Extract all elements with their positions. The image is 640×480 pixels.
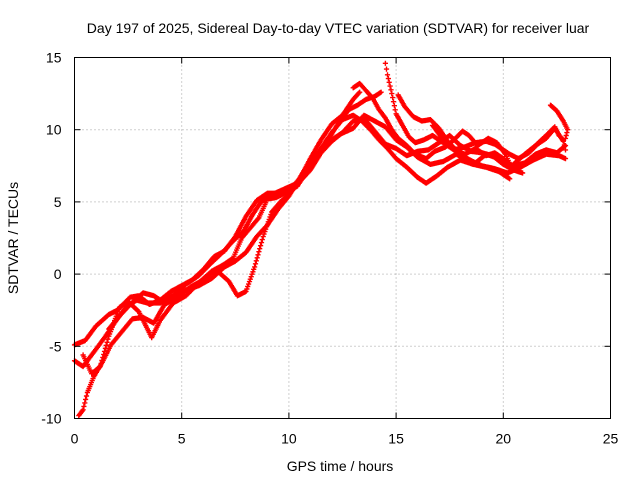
y-tick-label: 0 bbox=[54, 266, 62, 282]
y-tick-label: 15 bbox=[46, 50, 62, 66]
x-tick-label: 0 bbox=[71, 431, 79, 447]
x-tick-label: 5 bbox=[178, 431, 186, 447]
data-series bbox=[547, 102, 571, 141]
x-tick-label: 15 bbox=[388, 431, 404, 447]
y-tick-label: 10 bbox=[46, 122, 62, 138]
y-tick-label: -10 bbox=[41, 411, 61, 427]
plus-marker-trace bbox=[106, 112, 513, 332]
plus-marker-trace bbox=[350, 80, 515, 172]
x-tick-label: 25 bbox=[603, 431, 619, 447]
data-points bbox=[71, 60, 571, 419]
plus-marker-trace bbox=[547, 102, 571, 141]
plot-frame bbox=[74, 57, 611, 419]
x-axis-title: GPS time / hours bbox=[287, 458, 394, 474]
plus-marker-trace bbox=[71, 89, 363, 348]
x-tick-label: 10 bbox=[281, 431, 297, 447]
data-series bbox=[350, 80, 515, 172]
data-series bbox=[71, 89, 363, 348]
data-series bbox=[106, 112, 513, 332]
y-axis-title: SDTVAR / TECUs bbox=[5, 182, 21, 294]
tick-labels: 0 5 10 15 20 25 -10 -5 0 5 10 15 bbox=[41, 50, 618, 447]
y-tick-label: -5 bbox=[49, 338, 62, 354]
y-tick-label: 5 bbox=[54, 194, 62, 210]
chart-title: Day 197 of 2025, Sidereal Day-to-day VTE… bbox=[87, 20, 590, 36]
axis-ticks bbox=[74, 57, 611, 419]
x-tick-label: 20 bbox=[496, 431, 512, 447]
